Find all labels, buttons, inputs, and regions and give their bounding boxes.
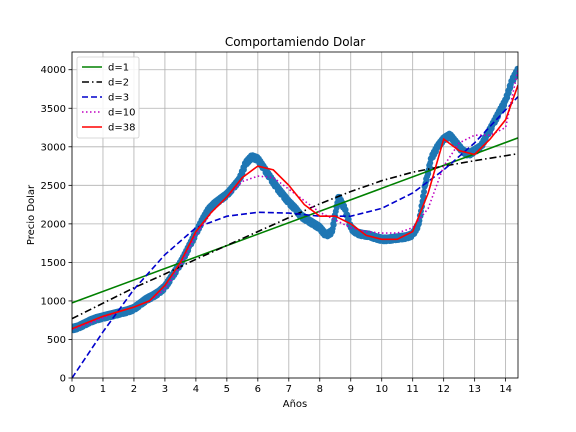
series-line-d3 [72,96,518,378]
y-tick-label: 0 [60,374,66,385]
legend-label: d=10 [108,108,135,119]
x-tick-label: 5 [224,384,230,395]
series-line-d2 [72,152,518,320]
y-tick-label: 1000 [41,296,66,307]
data-point [345,216,352,223]
y-tick-label: 3000 [41,142,66,153]
x-tick-label: 1 [100,384,106,395]
x-tick-label: 12 [437,384,450,395]
x-tick-label: 0 [69,384,75,395]
x-tick-label: 6 [255,384,261,395]
y-axis-ticks: 0 500 1000 1500 2000 2500 3000 3500 4000 [41,65,72,385]
x-tick-label: 14 [499,384,512,395]
legend-label: d=2 [108,78,129,89]
chart-title: Comportamiendo Dolar [225,35,365,49]
series-line-d38 [72,84,518,330]
legend: d=1 d=2 d=3 d=10 d=38 [76,56,140,139]
y-tick-label: 4000 [41,65,66,76]
plot-frame [71,51,519,379]
y-tick-label: 3500 [41,104,66,115]
x-tick-label: 10 [375,384,388,395]
data-point [420,193,427,200]
y-tick-label: 2500 [41,181,66,192]
x-tick-label: 2 [131,384,137,395]
data-point [330,221,337,228]
x-tick-label: 11 [406,384,419,395]
x-axis-ticks: 0 1 2 3 4 5 6 7 8 9 10 11 12 13 14 [69,378,512,395]
y-tick-label: 500 [47,335,66,346]
x-tick-label: 8 [317,384,323,395]
x-axis-label: Años [283,399,308,410]
legend-label: d=3 [108,93,129,104]
x-tick-label: 7 [286,384,292,395]
y-tick-label: 2000 [41,219,66,230]
legend-label: d=1 [108,63,129,74]
x-tick-label: 9 [348,384,354,395]
data-point [342,206,349,213]
y-tick-label: 1500 [41,258,66,269]
x-tick-label: 13 [468,384,481,395]
fit-lines [72,69,518,378]
x-tick-label: 3 [162,384,168,395]
data-point [421,188,428,195]
x-tick-label: 4 [193,384,199,395]
legend-label: d=38 [108,123,135,134]
legend-box [76,56,140,139]
y-axis-label: Precio Dolar [26,184,37,245]
